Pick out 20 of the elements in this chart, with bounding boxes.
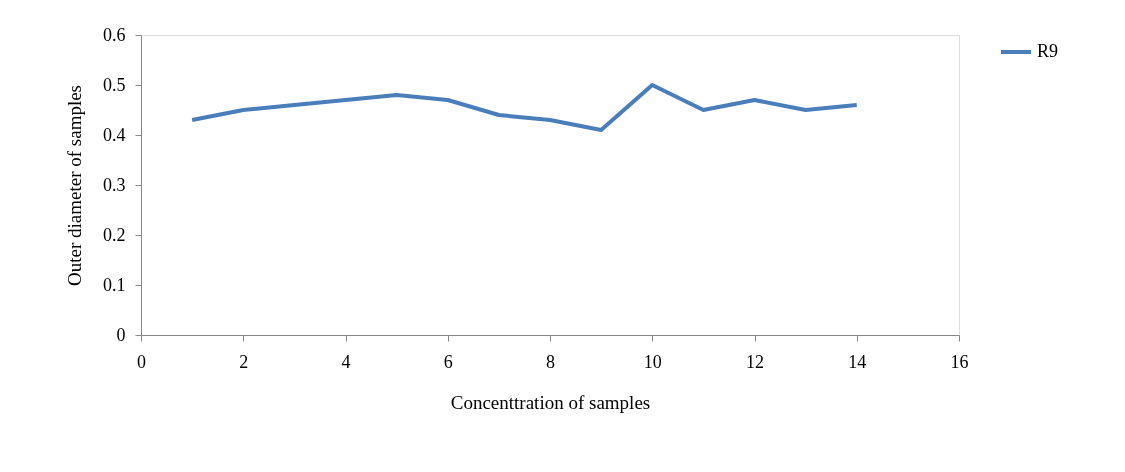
x-axis-title: Concenttration of samples <box>450 391 651 413</box>
y-tick-label: 0.6 <box>103 24 126 45</box>
y-tick-label: 0.2 <box>103 224 126 245</box>
y-tick-label: 0.5 <box>103 74 126 95</box>
y-tick-label: 0.3 <box>103 174 126 195</box>
x-tick-label: 14 <box>848 351 867 372</box>
legend-label: R9 <box>1037 41 1059 61</box>
y-tick-label: 0 <box>116 324 126 345</box>
x-tick-label: 8 <box>546 351 555 372</box>
y-tick-label: 0.1 <box>103 274 126 295</box>
line-series <box>190 83 859 132</box>
x-tick-label: 16 <box>950 351 969 372</box>
x-tick-label: 2 <box>239 351 249 372</box>
y-axis-title: Outer diameter of samples <box>64 84 85 287</box>
x-tick-label: 10 <box>643 351 662 372</box>
x-tick-label: 12 <box>746 351 764 372</box>
x-tick-label: 0 <box>137 351 146 372</box>
y-tick-label: 0.4 <box>103 124 126 145</box>
x-tick-label: 4 <box>341 351 351 372</box>
x-tick-label: 6 <box>443 351 453 372</box>
